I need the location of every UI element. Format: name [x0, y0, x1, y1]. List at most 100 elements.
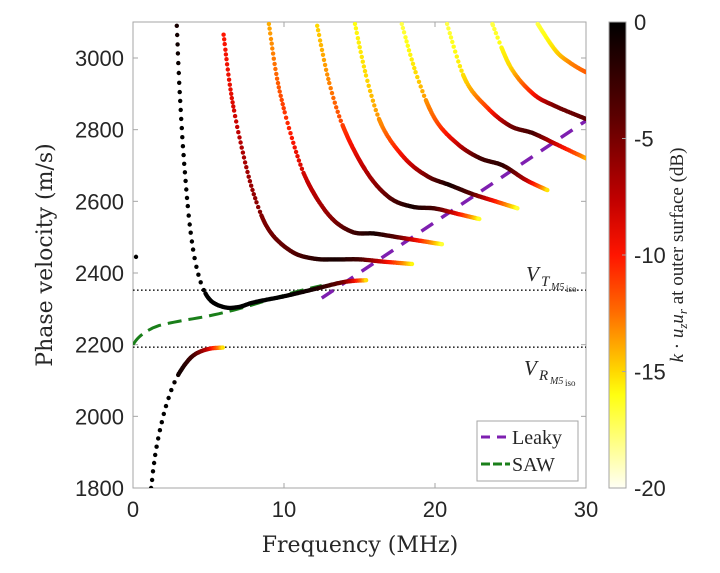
data-point: [183, 178, 188, 184]
data-point: [281, 106, 286, 111]
data-point: [292, 145, 297, 150]
data-point: [329, 90, 335, 96]
data-point: [229, 91, 234, 97]
data-point: [174, 23, 179, 28]
data-point: [362, 68, 368, 74]
data-point: [254, 200, 259, 205]
data-point: [133, 254, 139, 260]
legend-box: [476, 420, 579, 482]
data-point: [257, 209, 263, 214]
data-point: [353, 26, 359, 31]
data-point: [415, 74, 420, 80]
data-point: [372, 103, 377, 108]
data-point: [418, 84, 423, 89]
cb-label-ur-sub: r: [675, 308, 690, 314]
data-point: [493, 30, 499, 36]
data-point: [241, 155, 247, 160]
data-point: [332, 100, 337, 105]
data-point: [177, 89, 182, 95]
svg-text:V: V: [524, 356, 539, 380]
data-point: [457, 63, 463, 69]
data-point: [188, 230, 193, 235]
cb-label-uz: u: [667, 329, 688, 339]
data-point: [331, 95, 336, 101]
data-point: [270, 51, 276, 56]
series-mode-2: [221, 32, 415, 267]
data-point: [408, 52, 413, 57]
data-point: [268, 31, 273, 36]
leaky-line: [320, 119, 586, 300]
data-point: [367, 88, 373, 94]
data-point: [298, 162, 303, 167]
svg-text:iso: iso: [566, 284, 577, 294]
data-point: [249, 183, 254, 188]
data-point: [177, 80, 182, 86]
data-point: [231, 108, 237, 113]
x-tick-label: 10: [272, 497, 296, 522]
data-point: [444, 22, 450, 27]
data-point: [247, 179, 253, 184]
data-point: [226, 72, 231, 77]
data-point: [235, 124, 240, 130]
data-point: [401, 30, 407, 35]
data-point: [253, 196, 258, 201]
data-point: [166, 395, 171, 401]
data-point: [334, 105, 339, 110]
svg-text:M5: M5: [549, 376, 563, 387]
data-point: [225, 67, 230, 72]
data-point: [456, 59, 461, 64]
data-point: [409, 57, 414, 62]
data-point: [279, 97, 284, 103]
data-point: [194, 264, 199, 269]
data-point: [176, 60, 181, 66]
data-point: [280, 101, 285, 107]
data-point: [400, 25, 406, 31]
x-axis-label: Frequency (MHz): [262, 533, 458, 558]
colorbar-tick-label: 0: [634, 10, 646, 35]
data-point: [169, 387, 174, 393]
data-point: [477, 216, 482, 222]
data-point: [180, 135, 185, 140]
data-point: [278, 93, 283, 99]
data-point: [321, 57, 327, 63]
data-point: [421, 93, 427, 99]
data-point: [190, 247, 196, 252]
data-point: [277, 89, 282, 94]
data-point: [288, 131, 293, 136]
data-point: [363, 278, 369, 283]
data-point: [285, 120, 290, 126]
series-mode-3: [266, 22, 445, 247]
data-point: [244, 165, 249, 170]
data-point: [497, 40, 502, 45]
y-tick-label: 3000: [75, 46, 124, 71]
data-point: [157, 428, 163, 433]
data-point: [274, 71, 279, 77]
y-tick-label: 2000: [75, 404, 124, 429]
vr-label: V R M5 iso: [524, 356, 576, 388]
data-point: [451, 44, 456, 49]
data-point: [159, 420, 164, 425]
data-point: [192, 255, 197, 261]
data-point: [182, 170, 188, 175]
data-point: [403, 35, 408, 40]
svg-text:k · uzur at outer surface (dB): k · uzur at outer surface (dB): [667, 148, 690, 363]
y-tick-label: 2800: [75, 118, 124, 143]
data-point: [242, 160, 248, 165]
series-mode-5: [352, 22, 520, 211]
data-point: [354, 30, 359, 36]
data-point: [156, 436, 161, 441]
data-point: [153, 452, 158, 458]
y-tick-label: 2400: [75, 261, 124, 286]
data-point: [148, 485, 154, 488]
data-point: [583, 69, 586, 75]
data-point: [450, 39, 455, 45]
data-point: [223, 52, 229, 57]
data-point: [356, 40, 361, 45]
data-point: [198, 280, 203, 285]
data-point: [175, 32, 180, 38]
cb-label-k: k: [667, 353, 688, 362]
data-point: [406, 48, 412, 53]
data-point: [231, 104, 236, 109]
data-point: [196, 272, 201, 277]
data-point: [178, 107, 183, 113]
